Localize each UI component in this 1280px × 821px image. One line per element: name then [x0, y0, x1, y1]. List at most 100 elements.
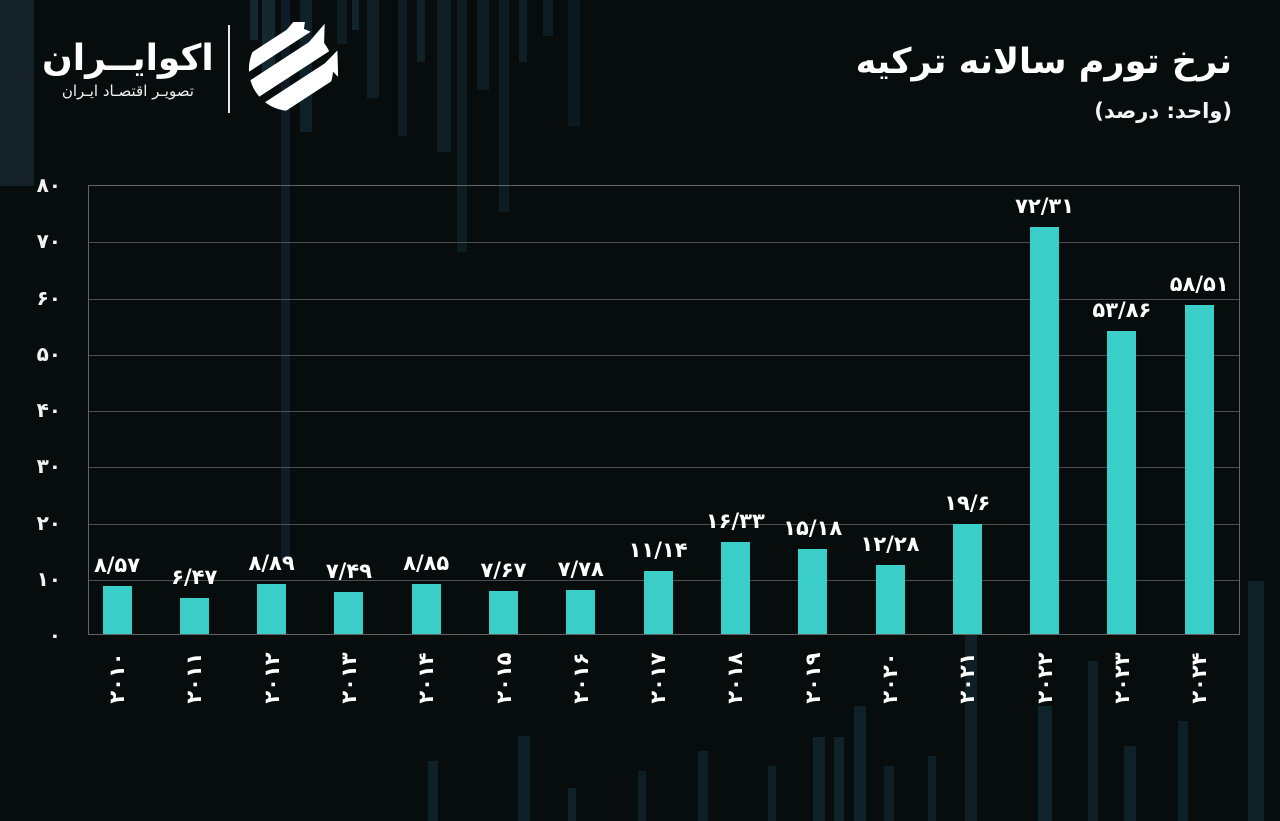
decor-stripe — [1038, 706, 1052, 821]
gridline-20 — [89, 523, 1239, 525]
bar-2016 — [566, 590, 596, 634]
logo-text-block: اکوایــران تصویـر اقتصـاد ایـران — [42, 38, 214, 100]
x-axis-label-2015: ۲۰۱۵ — [491, 652, 516, 704]
decor-stripe — [417, 0, 425, 62]
bar-2019 — [798, 548, 828, 634]
bar-2010 — [102, 585, 132, 634]
decor-stripe — [352, 0, 359, 30]
decor-stripe — [281, 0, 290, 560]
decor-stripe — [518, 736, 530, 821]
bar-value-label-2019: ۱۵/۱۸ — [783, 515, 843, 540]
y-axis-tick-label-0: ۰ — [48, 623, 61, 647]
decor-stripe — [834, 737, 844, 821]
y-axis-tick-label-30: ۳۰ — [36, 454, 61, 479]
decor-stripe — [0, 0, 34, 186]
gridline-60 — [89, 298, 1239, 300]
gridline-50 — [89, 354, 1239, 356]
decor-stripe — [477, 0, 489, 90]
decor-stripe — [1248, 581, 1264, 821]
y-axis-tick-label-40: ۴۰ — [36, 398, 61, 422]
bar-2012 — [257, 584, 287, 634]
y-axis-tick-label-70: ۷۰ — [36, 229, 61, 254]
decor-stripe — [519, 0, 527, 62]
x-axis-label-2014: ۲۰۱۴ — [414, 652, 439, 704]
x-axis-label-2017: ۲۰۱۷ — [646, 652, 671, 704]
x-axis-label-2013: ۲۰۱۳ — [336, 652, 361, 704]
decor-stripe — [884, 766, 894, 821]
bar-value-label-2023: ۵۳/۸۶ — [1092, 298, 1152, 323]
decor-stripe — [457, 0, 467, 252]
decor-stripe — [813, 737, 825, 821]
bar-2018 — [720, 542, 750, 634]
ecoiran-emblem-icon — [243, 22, 338, 116]
decor-stripe — [928, 756, 936, 821]
decor-stripe — [367, 0, 379, 98]
ecoiran-logo: اکوایــران تصویـر اقتصـاد ایـران — [42, 22, 338, 116]
decor-stripe — [250, 0, 258, 40]
x-axis-label-2023: ۲۰۲۳ — [1109, 652, 1134, 704]
bar-value-label-2015: ۷/۶۷ — [480, 557, 527, 582]
x-axis-label-2016: ۲۰۱۶ — [568, 652, 593, 704]
x-axis-label-2020: ۲۰۲۰ — [878, 652, 902, 704]
bar-2015 — [489, 590, 518, 634]
bar-value-label-2011: ۶/۴۷ — [171, 564, 218, 589]
bar-chart-plot-area: ۸/۵۷ ۲۰۱۰ ۶/۴۷ ۲۰۱۱ ۸/۸۹ ۲۰۱۲ ۷/۴۹ ۲۰۱۳ ۸/۸۵ ۲۰۱۴… — [88, 185, 1240, 704]
decor-stripe — [965, 601, 977, 821]
bar-2020 — [875, 564, 905, 634]
bar-value-label-2017: ۱۱/۱۴ — [628, 538, 688, 563]
bar-2024 — [1184, 304, 1214, 634]
x-axis-label-2018: ۲۰۱۸ — [723, 652, 748, 704]
decor-stripe — [428, 761, 438, 821]
x-axis-label-2012: ۲۰۱۲ — [259, 652, 284, 704]
decor-stripe — [698, 751, 708, 821]
bar-value-label-2018: ۱۶/۳۳ — [705, 509, 765, 534]
chart-unit-subtitle: (واحد: درصد) — [1094, 99, 1232, 123]
bar-value-label-2016: ۷/۷۸ — [557, 557, 604, 582]
decor-stripe — [1178, 721, 1188, 821]
brand-tagline: تصویـر اقتصـاد ایـران — [61, 82, 194, 101]
bar-value-label-2010: ۸/۵۷ — [93, 552, 141, 577]
decor-stripe — [1088, 661, 1098, 821]
gridline-30 — [89, 467, 1239, 469]
y-axis-tick-label-50: ۵۰ — [36, 341, 61, 366]
bar-value-label-2014: ۸/۸۵ — [403, 551, 450, 576]
y-axis-tick-label-10: ۱۰ — [36, 566, 61, 591]
bar-2023 — [1107, 331, 1137, 634]
bar-value-label-2021: ۱۹/۶ — [944, 490, 991, 515]
y-axis-tick-label-60: ۶۰ — [36, 285, 61, 310]
y-axis-tick-label-20: ۲۰ — [36, 510, 61, 535]
bar-2017 — [643, 571, 673, 634]
decor-stripe — [499, 0, 509, 212]
decor-stripe — [337, 0, 347, 44]
bar-value-label-2012: ۸/۸۹ — [248, 551, 295, 575]
gridline-40 — [89, 411, 1239, 412]
bar-value-label-2024: ۵۸/۵۱ — [1169, 271, 1229, 296]
chart-title: نرخ تورم سالانه ترکیه — [855, 42, 1232, 82]
decor-stripe — [1124, 746, 1136, 821]
decor-stripe — [854, 706, 866, 821]
decor-stripe — [568, 0, 580, 126]
x-axis-label-2010: ۲۰۱۰ — [105, 652, 129, 704]
gridline-70 — [89, 242, 1239, 244]
header-titles: نرخ تورم سالانه ترکیه (واحد: درصد) — [856, 42, 1232, 123]
decor-stripe — [398, 0, 407, 136]
bar-2022 — [1030, 227, 1060, 634]
bar-2014 — [411, 584, 441, 634]
x-axis-label-2024: ۲۰۲۴ — [1187, 652, 1212, 704]
bar-2021 — [952, 523, 982, 634]
bar-2011 — [179, 597, 209, 634]
brand-name: اکوایــران — [42, 37, 214, 79]
x-axis-label-2011: ۲۰۱۱ — [182, 652, 207, 704]
decor-stripe — [437, 0, 451, 152]
decor-stripe — [638, 771, 646, 821]
x-axis-label-2021: ۲۰۲۱ — [955, 652, 980, 704]
bar-value-label-2013: ۷/۴۹ — [325, 558, 372, 583]
bar-2013 — [334, 591, 364, 634]
x-axis-label-2022: ۲۰۲۲ — [1032, 652, 1057, 704]
decor-stripe — [768, 766, 776, 821]
bar-value-label-2022: ۷۲/۳۱ — [1015, 194, 1075, 219]
logo-divider — [227, 25, 230, 113]
y-axis: ۰ ۱۰ ۲۰ ۳۰ ۴۰ ۵۰ ۶۰ ۷۰ ۸۰ — [0, 173, 74, 647]
bar-value-label-2020: ۱۲/۲۸ — [860, 531, 920, 556]
